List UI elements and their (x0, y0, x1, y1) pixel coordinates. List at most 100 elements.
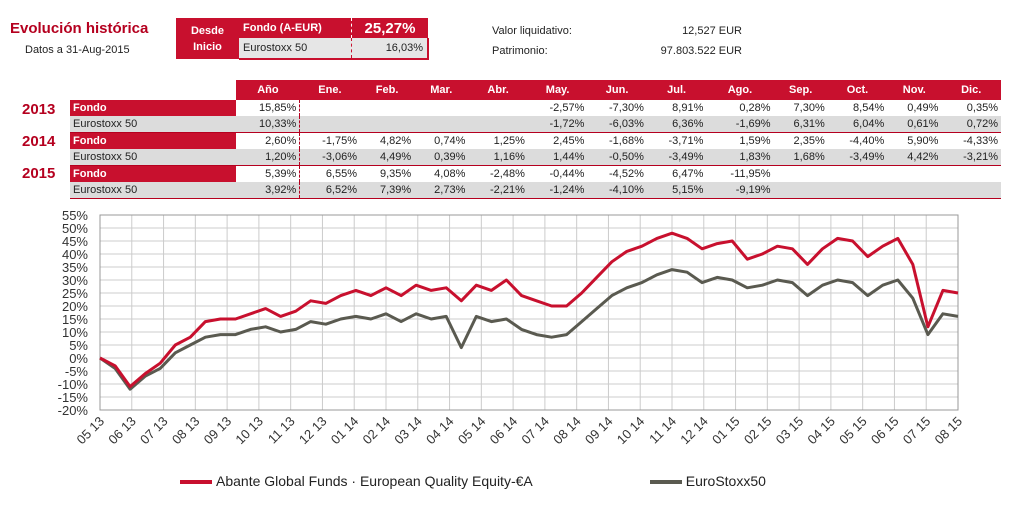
table-cell: 5,15% (646, 182, 707, 199)
table-cell: 0,49% (887, 100, 942, 116)
column-header: Mar. (414, 80, 469, 100)
table-cell: -9,19% (706, 182, 774, 199)
table-cell: 6,31% (773, 116, 828, 133)
table-cell: -2,48% (468, 165, 528, 182)
table-cell (887, 182, 942, 199)
column-header: Ago. (706, 80, 774, 100)
x-tick-label: 09 14 (582, 414, 616, 448)
table-cell (773, 165, 828, 182)
table-cell: 0,72% (941, 116, 1001, 133)
table-cell: 4,82% (360, 132, 415, 149)
table-row: Fondo 2,60% -1,75% 4,82% 0,74% 1,25% 2,45% -1,6… (70, 132, 1001, 149)
fondo-value: 25,27% (350, 18, 428, 38)
x-tick-label: 06 14 (487, 414, 521, 448)
table-cell (299, 100, 361, 116)
table-cell (414, 116, 469, 133)
y-tick-label: 50% (62, 221, 88, 236)
table-cell: 9,35% (360, 165, 415, 182)
table-cell (941, 182, 1001, 199)
column-header: Jul. (646, 80, 707, 100)
y-tick-label: 10% (62, 325, 88, 340)
column-header: Jun. (587, 80, 647, 100)
x-tick-label: 05 14 (455, 414, 489, 448)
table-cell: -7,30% (587, 100, 647, 116)
table-cell: 4,42% (887, 149, 942, 166)
table-cell: -6,03% (587, 116, 647, 133)
y-tick-label: -20% (58, 403, 89, 418)
table-cell: -3,49% (827, 149, 888, 166)
x-tick-label: 06 13 (105, 414, 139, 448)
table-cell (468, 116, 528, 133)
x-tick-label: 07 14 (518, 414, 552, 448)
year-label: 2013 (22, 101, 56, 118)
row-label: Eurostoxx 50 (70, 116, 236, 133)
x-tick-label: 04 14 (423, 414, 457, 448)
table-cell: 0,39% (414, 149, 469, 166)
table-cell (468, 100, 528, 116)
table-cell: 10,33% (236, 116, 301, 133)
table-cell: -1,24% (527, 182, 588, 199)
table-cell: -1,75% (299, 132, 361, 149)
table-cell: 1,16% (468, 149, 528, 166)
x-tick-label: 04 15 (804, 414, 838, 448)
index-value: 16,03% (350, 38, 429, 60)
table-cell: 7,30% (773, 100, 828, 116)
x-tick-label: 02 15 (741, 414, 775, 448)
table-cell (414, 100, 469, 116)
x-tick-label: 03 15 (773, 414, 807, 448)
x-tick-label: 10 13 (232, 414, 266, 448)
fund-info: Valor liquidativo: 12,527 EUR Patrimonio:… (492, 25, 742, 65)
y-tick-label: 25% (62, 286, 88, 301)
x-tick-label: 08 15 (932, 414, 966, 448)
table-cell: -1,72% (527, 116, 588, 133)
table-cell (773, 182, 828, 199)
x-tick-label: 08 14 (550, 414, 584, 448)
table-cell: 1,25% (468, 132, 528, 149)
table-cell: -2,57% (527, 100, 588, 116)
x-tick-label: 03 14 (391, 414, 425, 448)
column-header: Ene. (299, 80, 361, 100)
table-cell: -1,69% (706, 116, 774, 133)
y-tick-label: 55% (62, 208, 88, 223)
index-label: Eurostoxx 50 (239, 38, 352, 60)
table-cell: 0,35% (941, 100, 1001, 116)
row-label: Eurostoxx 50 (70, 149, 236, 166)
table-cell: 2,45% (527, 132, 588, 149)
table-cell: -3,06% (299, 149, 361, 166)
column-header: Año (236, 80, 300, 100)
table-cell: 5,90% (887, 132, 942, 149)
row-label: Fondo (70, 165, 236, 182)
table-cell: -4,52% (587, 165, 647, 182)
table-cell: 6,04% (827, 116, 888, 133)
series-line-fund (99, 231, 959, 389)
column-header: Dic. (941, 80, 1001, 100)
column-header: Feb. (360, 80, 415, 100)
y-tick-label: -15% (58, 390, 89, 405)
table-cell: 1,83% (706, 149, 774, 166)
x-tick-label: 11 13 (265, 414, 298, 447)
table-cell: -11,95% (706, 165, 774, 182)
row-label: Eurostoxx 50 (70, 182, 236, 199)
table-cell (360, 116, 415, 133)
table-cell: -0,44% (527, 165, 588, 182)
x-tick-label: 07 15 (900, 414, 934, 448)
fondo-label: Fondo (A-EUR) (239, 18, 352, 38)
table-cell: 6,36% (646, 116, 707, 133)
y-tick-label: 0% (69, 351, 88, 366)
table-cell: -0,50% (587, 149, 647, 166)
chart-legend: Abante Global Funds · European Quality E… (180, 473, 766, 489)
table-cell (941, 165, 1001, 182)
table-cell: 1,68% (773, 149, 828, 166)
page-title: Evolución histórica (10, 20, 149, 37)
monthly-returns-table: Año Ene. Feb. Mar. Abr. May. Jun. Jul. Ago. Sep. O… (70, 80, 1001, 199)
table-cell: 5,39% (236, 165, 301, 182)
table-cell: 2,60% (236, 132, 301, 149)
table-row: Eurostoxx 50 10,33% -1,72% -6,03% 6,36% -1,69… (70, 116, 1001, 133)
y-tick-label: -5% (65, 364, 89, 379)
x-tick-label: 06 15 (868, 414, 902, 448)
table-row: Fondo 5,39% 6,55% 9,35% 4,08% -2,48% -0,44% -4,… (70, 165, 1001, 182)
year-label: 2015 (22, 165, 56, 182)
table-cell: -1,68% (587, 132, 647, 149)
column-header: Sep. (773, 80, 828, 100)
column-header: Nov. (887, 80, 942, 100)
